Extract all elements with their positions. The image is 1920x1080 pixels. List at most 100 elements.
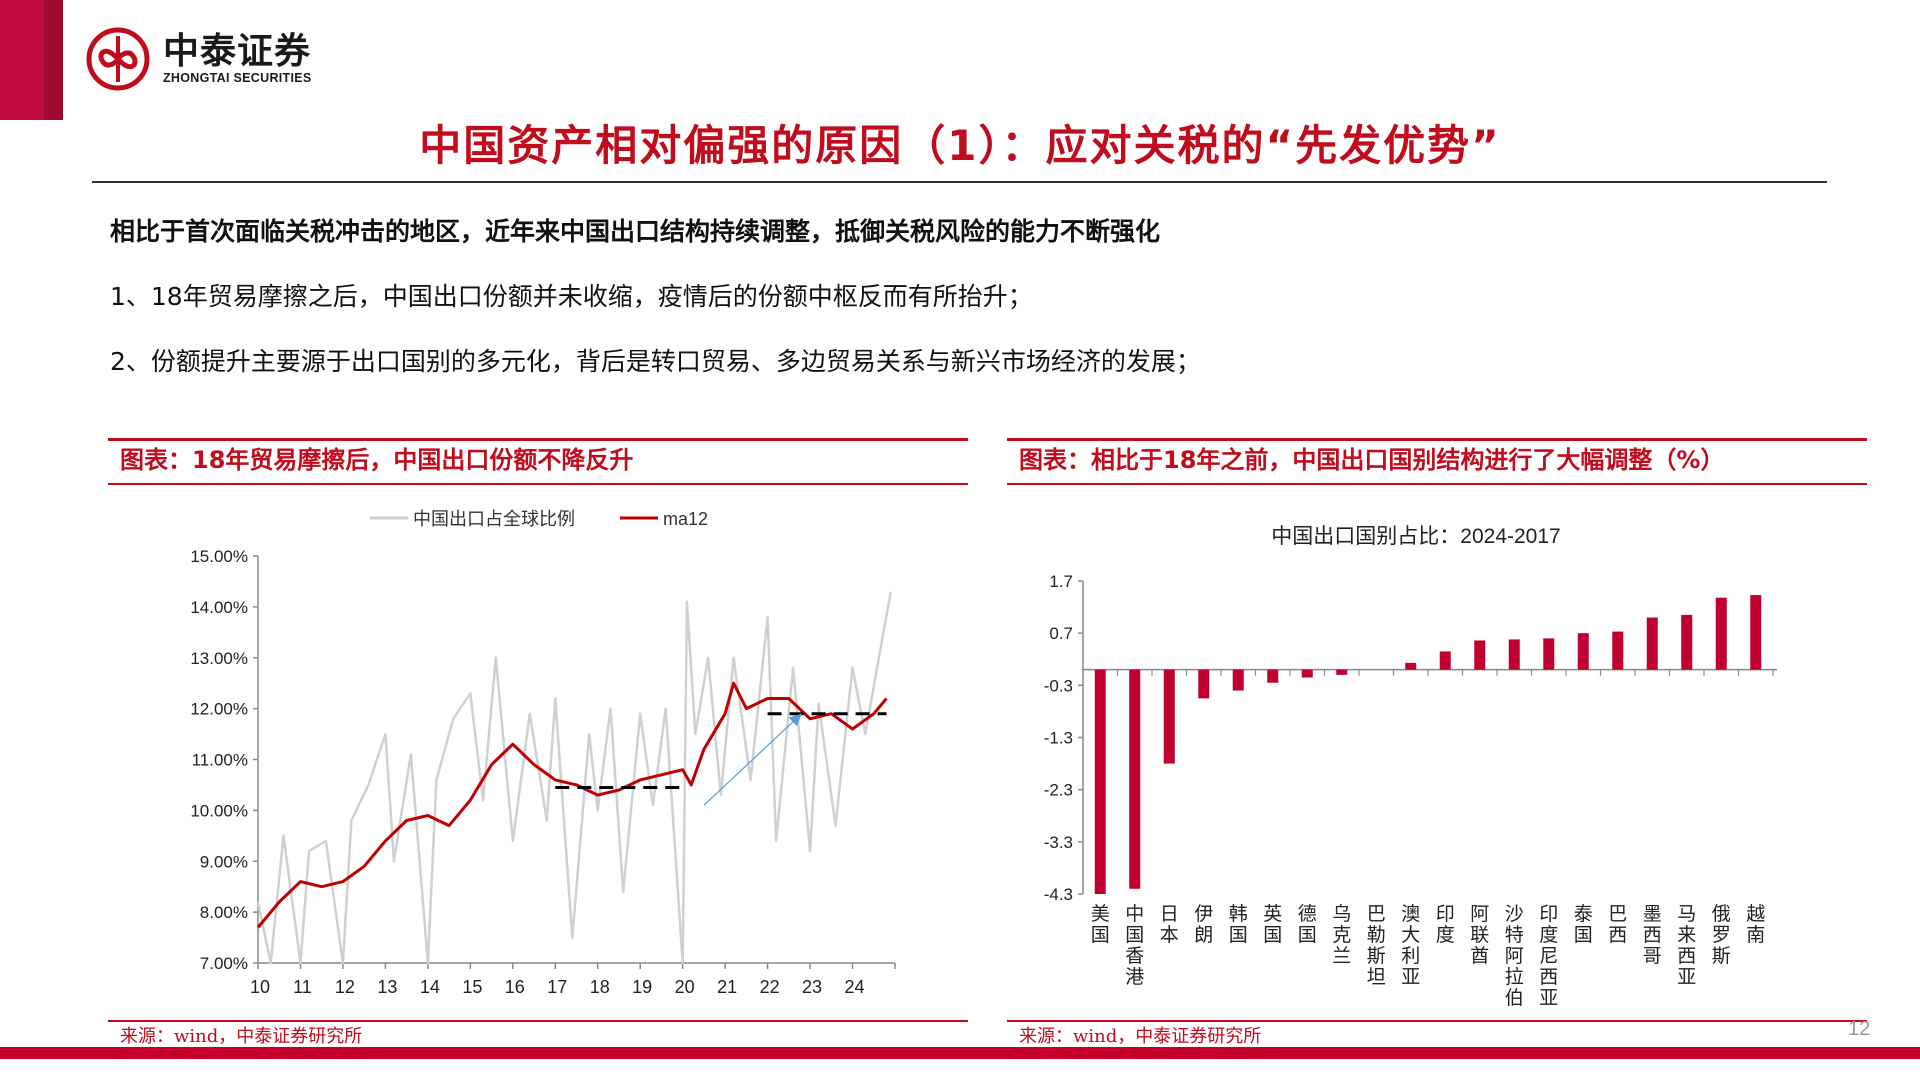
- category-label: 特: [1505, 924, 1524, 946]
- title-divider: [92, 181, 1827, 183]
- export-share-line-chart: 中国出口占全球比例 ma12 7.00% 8.00% 9.00% 10.00% 11.0…: [190, 509, 896, 997]
- category-label: 巴: [1367, 904, 1386, 925]
- category-label: 勒: [1367, 924, 1386, 946]
- category-label: 美: [1091, 903, 1110, 925]
- x-tick-label: 14: [420, 977, 440, 997]
- x-tick-label: 22: [760, 977, 780, 997]
- x-tick-label: 12: [335, 977, 355, 997]
- category-label: 伯: [1505, 987, 1524, 1009]
- category-label: 大: [1401, 924, 1420, 946]
- bar-chart-title: 中国出口国别占比：2024-2017: [1271, 525, 1560, 548]
- bar: [1646, 617, 1658, 670]
- y-tick-label: -1.3: [1044, 729, 1073, 748]
- x-tick-label: 24: [845, 977, 865, 997]
- category-label: 澳: [1401, 903, 1420, 925]
- footer-band: [0, 1047, 1920, 1059]
- right-source-rule: [1007, 1020, 1867, 1022]
- category-label: 乌: [1332, 903, 1351, 925]
- category-label: 尼: [1539, 946, 1558, 967]
- x-tick-label: 18: [590, 977, 610, 997]
- bar: [1612, 631, 1624, 670]
- raw-series: [256, 591, 893, 965]
- line-chart-axes: 7.00% 8.00% 9.00% 10.00% 11.00% 12.00% 13.00% 1…: [190, 547, 896, 997]
- category-label: 印: [1539, 903, 1558, 925]
- category-label: 马: [1677, 904, 1696, 925]
- category-label: 西: [1643, 925, 1662, 946]
- brand-corner-bar-dark: [44, 0, 63, 120]
- category-label: 国: [1229, 925, 1248, 946]
- y-tick-label: -2.3: [1044, 781, 1073, 800]
- category-label: 中: [1125, 903, 1144, 925]
- category-label: 泰: [1574, 903, 1593, 925]
- bar: [1681, 614, 1693, 670]
- x-tick-label: 23: [802, 977, 822, 997]
- category-label: 本: [1160, 924, 1179, 946]
- bar: [1198, 669, 1210, 699]
- category-label: 俄: [1712, 903, 1731, 925]
- category-label: 西: [1608, 925, 1627, 946]
- category-label: 拉: [1505, 966, 1524, 988]
- category-label: 哥: [1643, 946, 1662, 967]
- y-tick-label: -3.3: [1044, 833, 1073, 852]
- right-chart-heading-text: 图表：相比于18年之前，中国出口国别结构进行了大幅调整（%）: [1019, 446, 1725, 474]
- x-tick-label: 10: [250, 977, 270, 997]
- y-tick-label: 12.00%: [190, 700, 248, 719]
- bar: [1301, 669, 1313, 678]
- category-label: 酋: [1470, 945, 1489, 967]
- logo-name-en: ZHONGTAI SECURITIES: [163, 71, 312, 85]
- left-source: 来源：wind，中泰证券研究所: [120, 1026, 363, 1047]
- x-tick-label: 16: [505, 977, 525, 997]
- bar: [1577, 633, 1589, 670]
- ma12-series: [256, 681, 888, 929]
- category-label: 南: [1746, 924, 1765, 946]
- category-label: 阿: [1505, 945, 1524, 967]
- export-country-bar-chart: 中国出口国别占比：2024-2017 1.7 0.7 -0.3 -1.3 -2.3 -3.…: [1044, 525, 1777, 1009]
- left-chart-heading: 图表：18年贸易摩擦后，中国出口份额不降反升: [108, 438, 968, 485]
- y-tick-label: 10.00%: [190, 801, 248, 820]
- category-labels: 美国中国香港日本伊朗韩国英国德国乌克兰巴勒斯坦澳大利亚印度阿联酋沙特阿拉伯印度尼…: [1091, 903, 1766, 1009]
- category-label: 亚: [1401, 967, 1420, 988]
- category-label: 度: [1436, 924, 1455, 946]
- bar: [1750, 595, 1762, 670]
- logo-name-cn: 中泰证券: [163, 31, 312, 72]
- category-label: 墨: [1643, 904, 1662, 925]
- category-label: 亚: [1677, 967, 1696, 988]
- y-tick-label: 0.7: [1049, 624, 1073, 643]
- bar: [1336, 669, 1348, 675]
- category-label: 克: [1332, 924, 1351, 946]
- bar: [1405, 662, 1417, 670]
- category-label: 港: [1125, 966, 1144, 988]
- category-label: 罗: [1712, 925, 1731, 946]
- lead-statement: 相比于首次面临关税冲击的地区，近年来中国出口结构持续调整，抵御关税风险的能力不断…: [110, 217, 1161, 246]
- y-tick-label: 13.00%: [190, 649, 248, 668]
- legend-label-ma12: ma12: [663, 509, 708, 529]
- left-source-rule: [108, 1020, 968, 1022]
- category-label: 德: [1298, 903, 1317, 925]
- page-title: 中国资产相对偏强的原因（1）：应对关税的“先发优势”: [419, 121, 1501, 170]
- category-label: 国: [1263, 925, 1282, 946]
- category-label: 越: [1746, 903, 1765, 925]
- category-label: 西: [1539, 967, 1558, 988]
- right-source: 来源：wind，中泰证券研究所: [1019, 1026, 1262, 1047]
- y-tick-label: 14.00%: [190, 598, 248, 617]
- category-label: 国: [1298, 925, 1317, 946]
- x-tick-label: 11: [293, 977, 312, 997]
- category-label: 国: [1091, 925, 1110, 946]
- bar: [1474, 640, 1486, 670]
- bar: [1267, 669, 1279, 683]
- x-tick-label: 13: [377, 977, 397, 997]
- category-label: 伊: [1194, 903, 1213, 925]
- bar-chart-axes: 1.7 0.7 -0.3 -1.3 -2.3 -3.3 -4.3: [1044, 572, 1777, 904]
- y-tick-label: 7.00%: [200, 954, 248, 973]
- category-label: 联: [1470, 924, 1489, 946]
- bar: [1094, 669, 1106, 894]
- bar: [1232, 669, 1244, 691]
- point-2: 2、份额提升主要源于出口国别的多元化，背后是转口贸易、多边贸易关系与新兴市场经济…: [110, 347, 1201, 376]
- y-tick-label: 9.00%: [200, 852, 248, 871]
- category-label: 朗: [1194, 924, 1213, 946]
- x-tick-label: 15: [462, 977, 482, 997]
- category-label: 沙: [1505, 904, 1524, 925]
- bar: [1508, 639, 1520, 670]
- bar: [1543, 638, 1555, 670]
- category-label: 斯: [1712, 945, 1731, 967]
